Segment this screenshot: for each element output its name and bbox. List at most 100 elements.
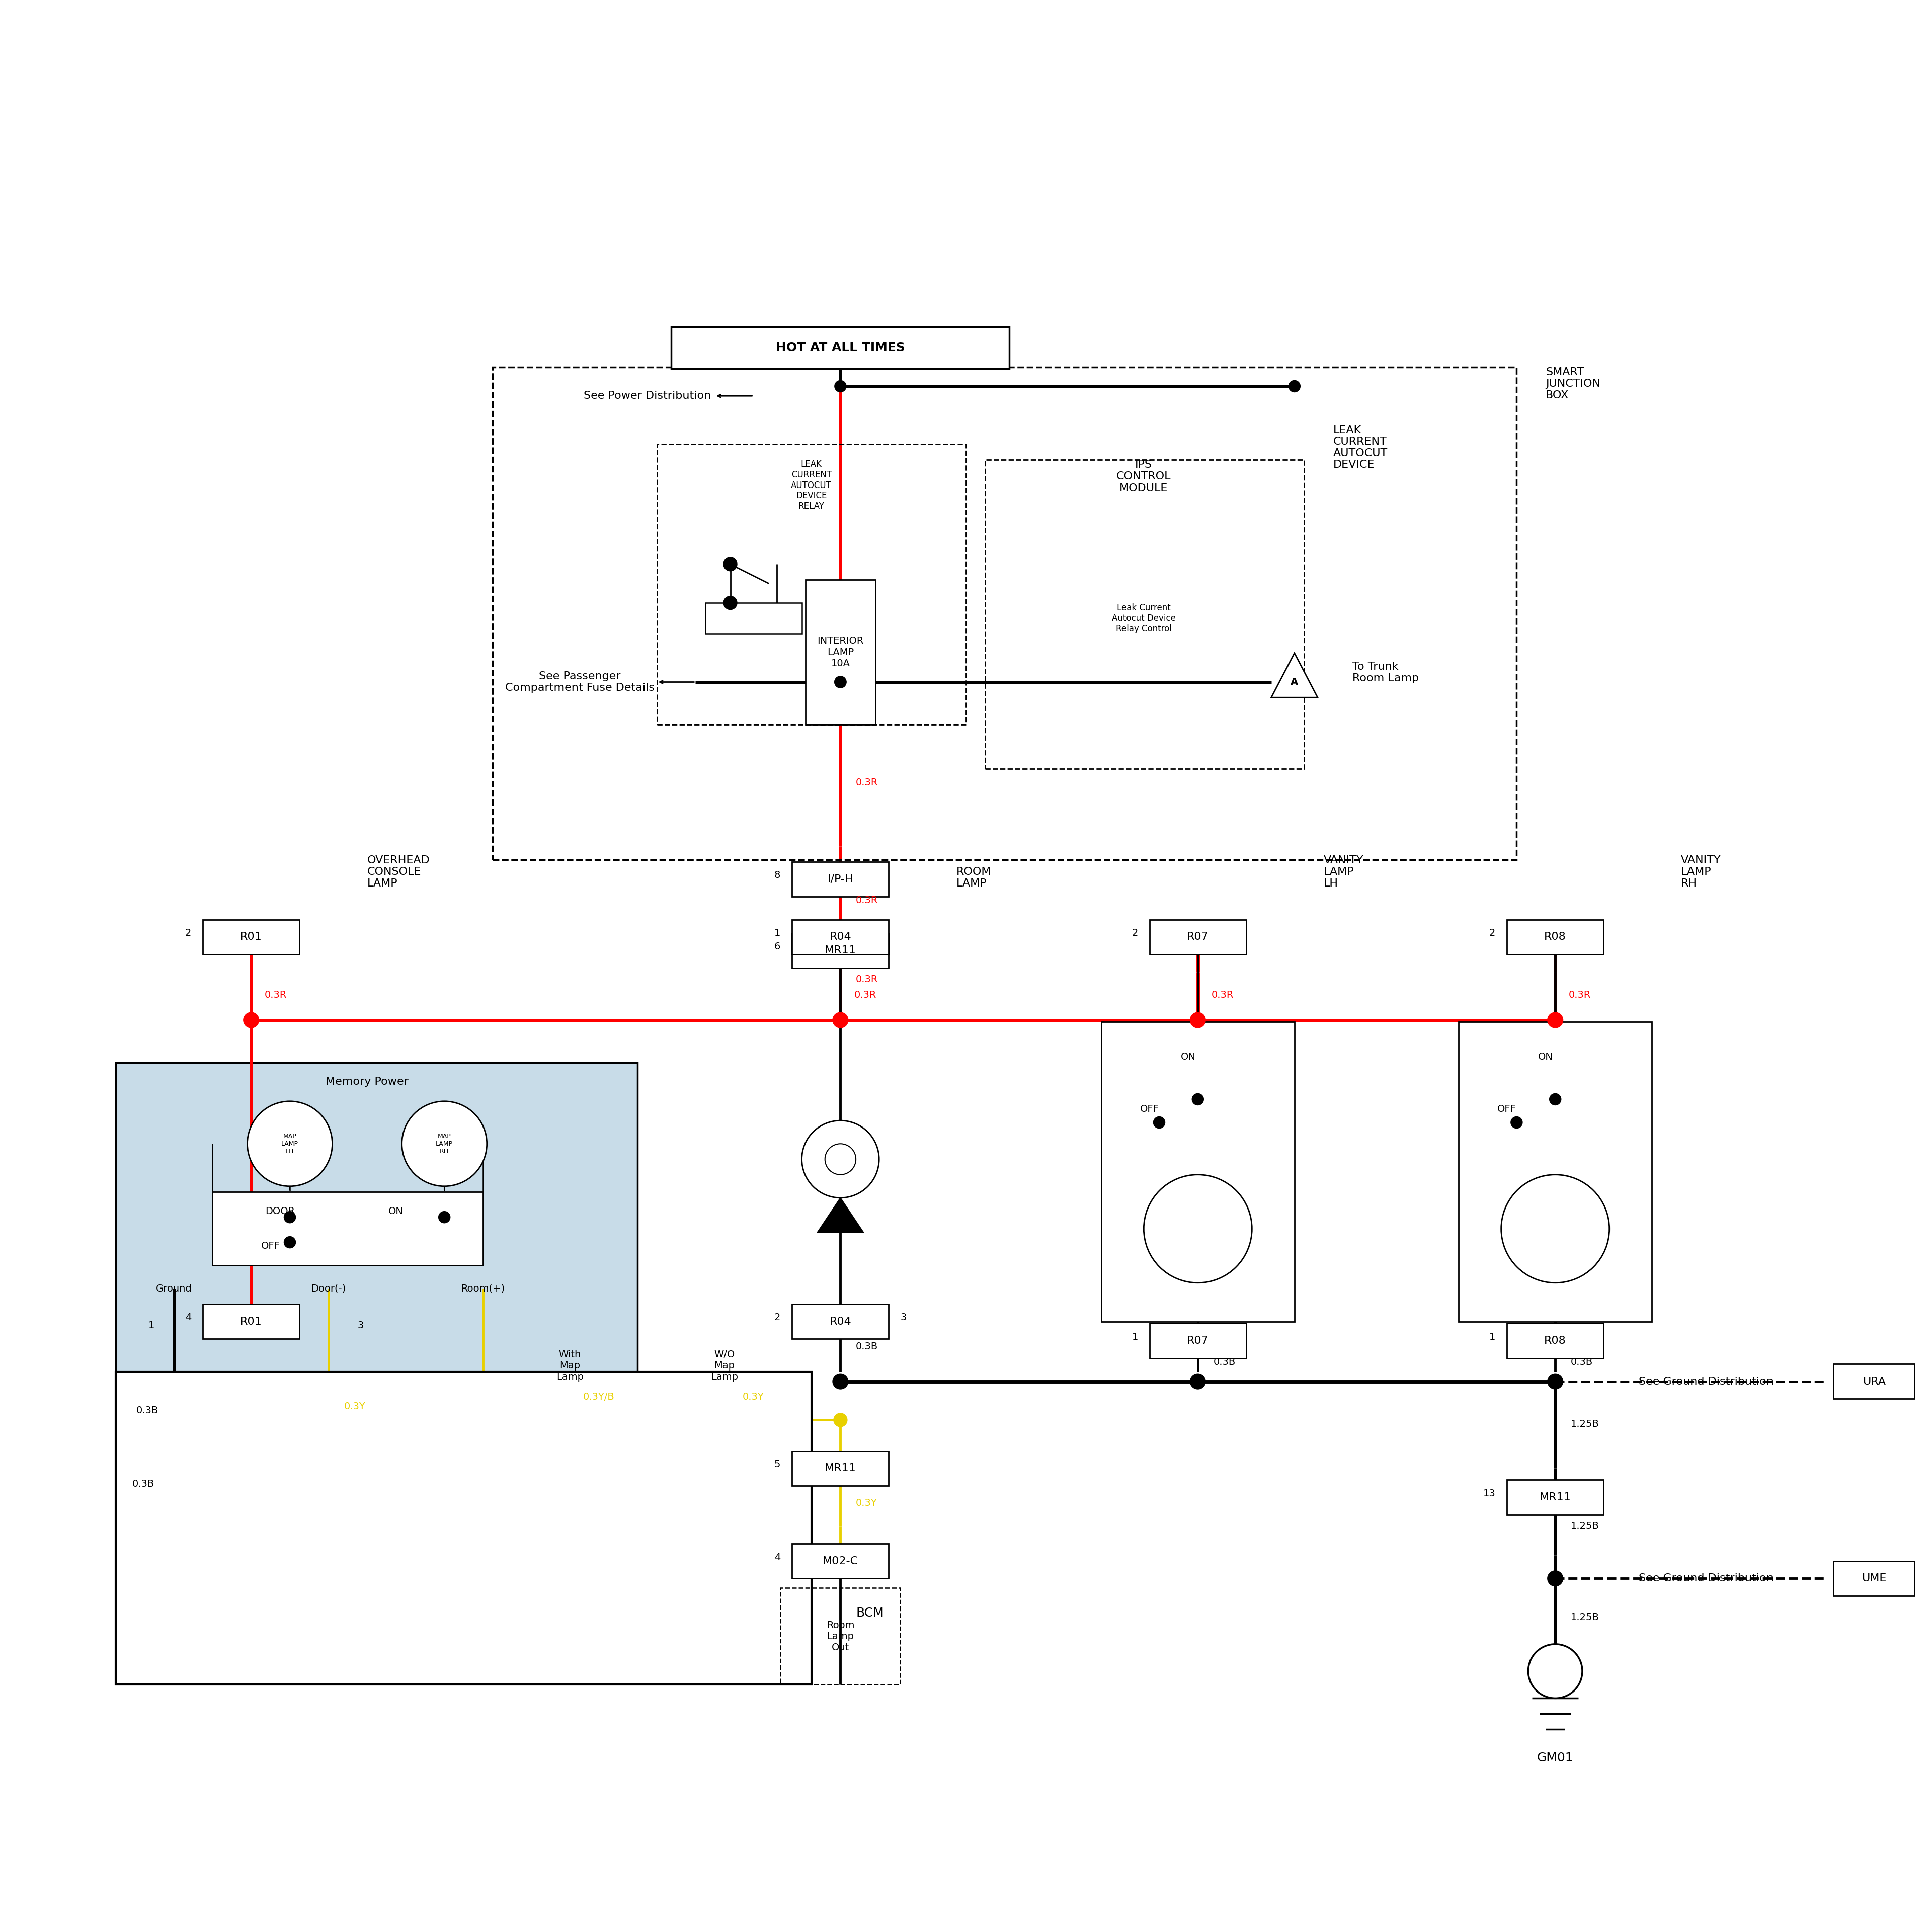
Text: ROOM
LAMP: ROOM LAMP bbox=[956, 867, 991, 889]
Text: R08: R08 bbox=[1544, 931, 1567, 943]
Text: Leak Current
Autocut Device
Relay Control: Leak Current Autocut Device Relay Contro… bbox=[1111, 603, 1177, 634]
Circle shape bbox=[802, 1121, 879, 1198]
Circle shape bbox=[284, 1236, 296, 1248]
Text: I/P-H: I/P-H bbox=[827, 873, 854, 885]
Text: 0.3B: 0.3B bbox=[1213, 1358, 1236, 1366]
Text: GM01: GM01 bbox=[1538, 1752, 1573, 1764]
Bar bbox=[672, 327, 1009, 369]
Bar bbox=[657, 444, 966, 725]
Polygon shape bbox=[817, 1198, 864, 1233]
Text: See Ground Distribution: See Ground Distribution bbox=[1638, 1573, 1774, 1584]
Text: 0.3B: 0.3B bbox=[135, 1406, 158, 1414]
Circle shape bbox=[1549, 1094, 1561, 1105]
Text: VANITY
LAMP
LH: VANITY LAMP LH bbox=[1323, 856, 1364, 889]
Text: SMART
JUNCTION
BOX: SMART JUNCTION BOX bbox=[1546, 367, 1600, 400]
Circle shape bbox=[402, 1101, 487, 1186]
Circle shape bbox=[723, 595, 738, 611]
Text: 0.3Y: 0.3Y bbox=[856, 1499, 877, 1507]
Text: MR11: MR11 bbox=[825, 1463, 856, 1474]
Bar bbox=[1101, 1022, 1294, 1321]
Bar bbox=[1150, 920, 1246, 954]
Text: 0.3Y: 0.3Y bbox=[742, 1393, 765, 1401]
Text: 1: 1 bbox=[1132, 1333, 1138, 1341]
Text: 0.3R: 0.3R bbox=[856, 976, 879, 983]
Bar bbox=[792, 933, 889, 968]
Text: 4: 4 bbox=[775, 1553, 781, 1561]
Text: OFF: OFF bbox=[261, 1242, 280, 1250]
Bar bbox=[792, 1451, 889, 1486]
Bar bbox=[705, 603, 802, 634]
Text: 2: 2 bbox=[1132, 929, 1138, 937]
Text: 4: 4 bbox=[185, 1314, 191, 1321]
Bar bbox=[203, 1304, 299, 1339]
Text: See Ground Distribution: See Ground Distribution bbox=[1638, 1376, 1774, 1387]
Circle shape bbox=[243, 1012, 259, 1028]
Bar bbox=[781, 1588, 900, 1685]
Text: 0.3Y/B: 0.3Y/B bbox=[583, 1393, 614, 1401]
Text: R01: R01 bbox=[240, 931, 263, 943]
Text: URA: URA bbox=[1862, 1376, 1886, 1387]
Text: R07: R07 bbox=[1186, 1335, 1209, 1347]
Circle shape bbox=[1528, 1644, 1582, 1698]
Text: 3: 3 bbox=[357, 1321, 363, 1329]
Bar bbox=[116, 1063, 638, 1372]
Bar bbox=[985, 460, 1304, 769]
Text: OFF: OFF bbox=[1140, 1105, 1159, 1113]
Text: DOOR: DOOR bbox=[265, 1208, 296, 1215]
Text: 1: 1 bbox=[775, 929, 781, 937]
Text: 2: 2 bbox=[185, 929, 191, 937]
Text: UME: UME bbox=[1862, 1573, 1886, 1584]
Text: 0.3R: 0.3R bbox=[856, 896, 879, 904]
Text: LEAK
CURRENT
AUTOCUT
DEVICE
RELAY: LEAK CURRENT AUTOCUT DEVICE RELAY bbox=[790, 460, 833, 510]
Text: ON: ON bbox=[388, 1208, 404, 1215]
Text: 0.3R: 0.3R bbox=[856, 779, 879, 786]
Circle shape bbox=[1548, 1374, 1563, 1389]
Circle shape bbox=[1144, 1175, 1252, 1283]
Text: 0.3B: 0.3B bbox=[856, 1343, 879, 1350]
Text: 0.3R: 0.3R bbox=[1211, 991, 1235, 999]
Circle shape bbox=[1548, 1571, 1563, 1586]
Circle shape bbox=[833, 1374, 848, 1389]
Circle shape bbox=[439, 1211, 450, 1223]
Circle shape bbox=[247, 1101, 332, 1186]
Polygon shape bbox=[1271, 653, 1318, 697]
Circle shape bbox=[723, 558, 738, 572]
Text: 2: 2 bbox=[1490, 929, 1495, 937]
Bar bbox=[1507, 1323, 1604, 1358]
Circle shape bbox=[1190, 1374, 1206, 1389]
Text: VANITY
LAMP
RH: VANITY LAMP RH bbox=[1681, 856, 1721, 889]
Text: See Power Distribution: See Power Distribution bbox=[583, 390, 711, 402]
Text: 0.3B: 0.3B bbox=[131, 1480, 155, 1488]
Text: 8: 8 bbox=[775, 871, 781, 879]
Text: OVERHEAD
CONSOLE
LAMP: OVERHEAD CONSOLE LAMP bbox=[367, 856, 429, 889]
Text: 1.25B: 1.25B bbox=[1571, 1522, 1600, 1530]
Text: To Trunk
Room Lamp: To Trunk Room Lamp bbox=[1352, 661, 1418, 684]
Bar bbox=[792, 1544, 889, 1578]
Circle shape bbox=[1289, 381, 1300, 392]
Text: 6: 6 bbox=[775, 943, 781, 951]
Bar bbox=[1150, 1323, 1246, 1358]
Text: 1.25B: 1.25B bbox=[1571, 1420, 1600, 1428]
Text: 2: 2 bbox=[775, 1314, 781, 1321]
Text: 1: 1 bbox=[149, 1321, 155, 1329]
Text: IPS
CONTROL
MODULE: IPS CONTROL MODULE bbox=[1117, 460, 1171, 493]
Text: MR11: MR11 bbox=[1540, 1492, 1571, 1503]
Text: R01: R01 bbox=[240, 1316, 263, 1327]
Bar bbox=[806, 580, 875, 725]
Text: R04: R04 bbox=[829, 1316, 852, 1327]
Text: Ground: Ground bbox=[156, 1285, 191, 1293]
Text: 13: 13 bbox=[1484, 1490, 1495, 1497]
Text: BCM: BCM bbox=[856, 1607, 885, 1619]
Text: 0.3R: 0.3R bbox=[854, 991, 877, 999]
Text: OFF: OFF bbox=[1497, 1105, 1517, 1113]
Text: 0.3R: 0.3R bbox=[1569, 991, 1592, 999]
Text: 5: 5 bbox=[775, 1461, 781, 1468]
Bar bbox=[792, 862, 889, 896]
Text: INTERIOR
LAMP
10A: INTERIOR LAMP 10A bbox=[817, 636, 864, 668]
Circle shape bbox=[1548, 1012, 1563, 1028]
Bar bbox=[493, 367, 1517, 860]
Bar bbox=[792, 1304, 889, 1339]
Text: 3: 3 bbox=[900, 1314, 906, 1321]
Text: ON: ON bbox=[1538, 1053, 1553, 1061]
Text: MAP
LAMP
RH: MAP LAMP RH bbox=[437, 1132, 452, 1155]
